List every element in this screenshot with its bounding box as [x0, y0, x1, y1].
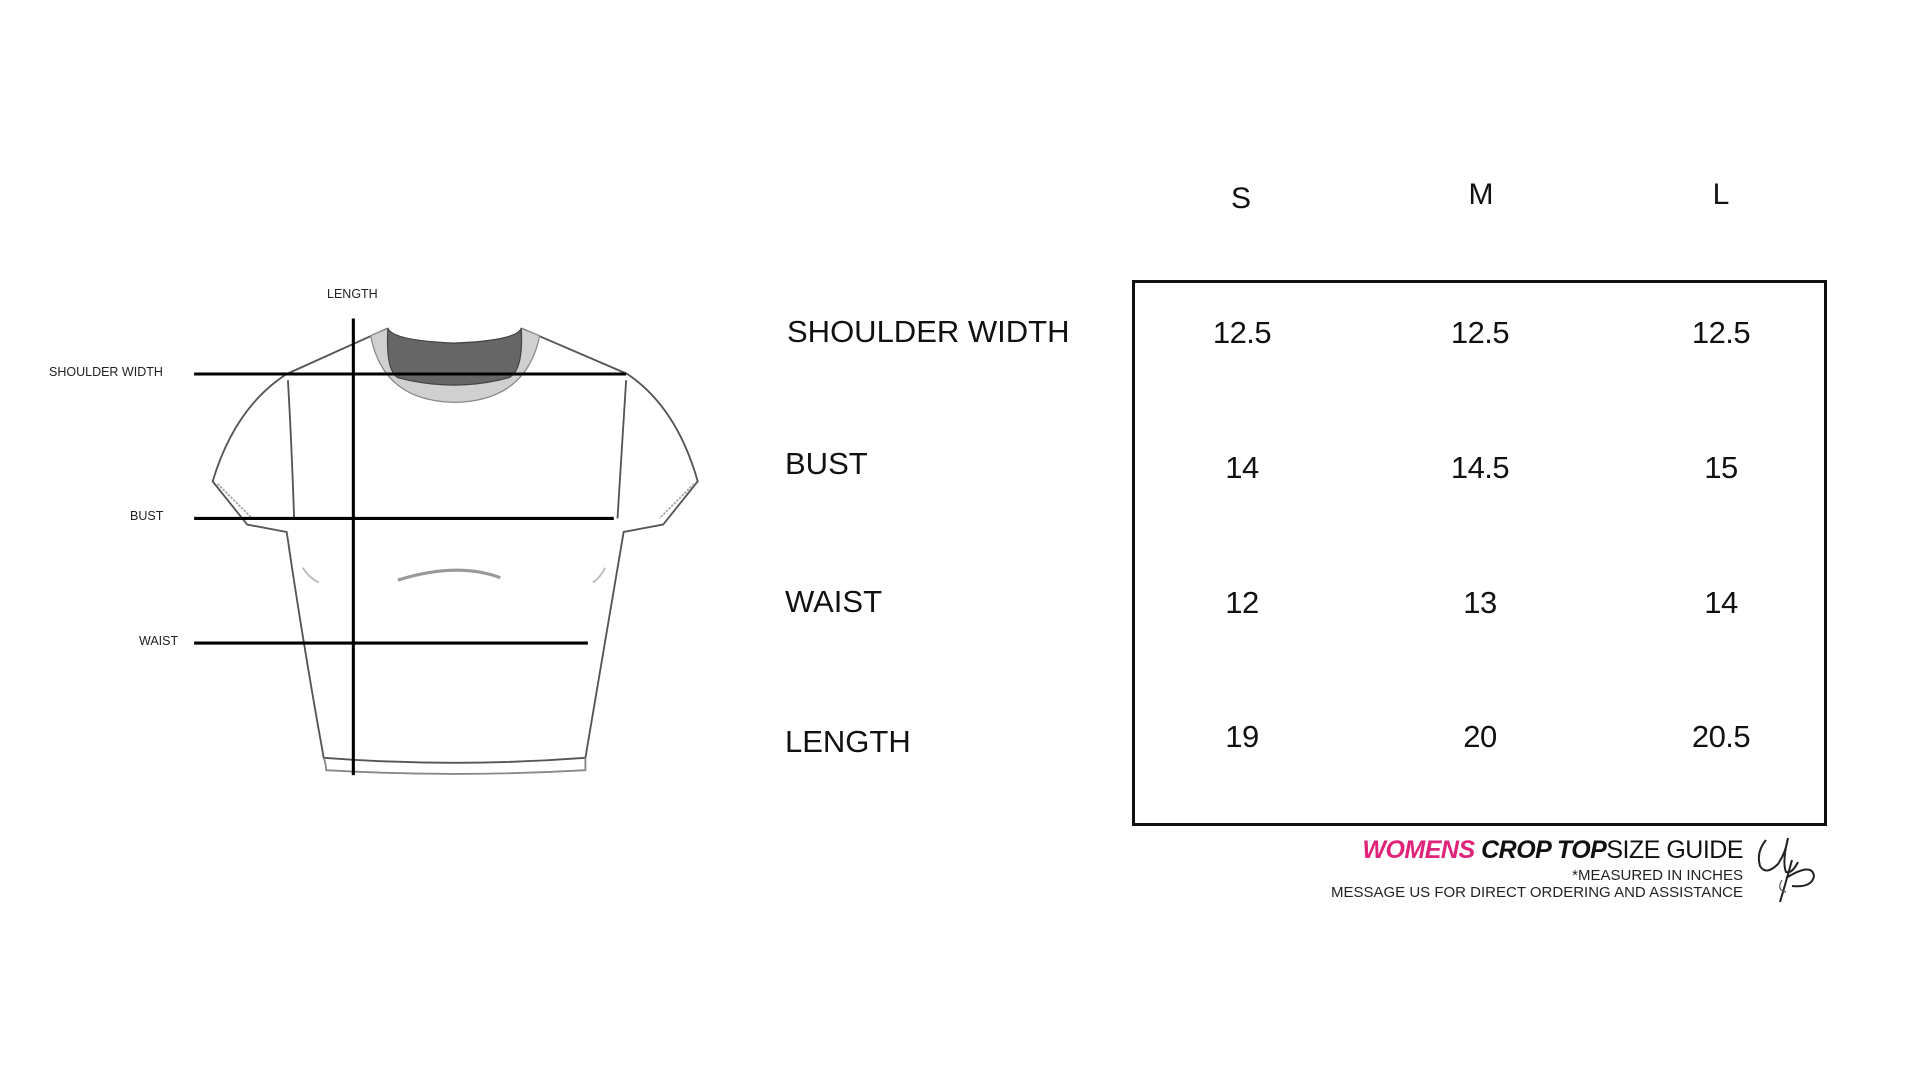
- size-header-m: M: [1468, 178, 1494, 211]
- cell-shoulder-m: 12.5: [1450, 315, 1510, 350]
- row-label-bust: BUST: [785, 446, 868, 481]
- diagram-label-bust: BUST: [130, 509, 164, 523]
- footer-title-size-guide: SIZE GUIDE: [1606, 836, 1743, 864]
- row-label-waist: WAIST: [785, 584, 883, 619]
- cell-length-m: 20: [1463, 719, 1497, 754]
- cell-waist-m: 13: [1463, 585, 1497, 620]
- diagram-label-shoulder-width: SHOULDER WIDTH: [49, 365, 163, 379]
- footer-title-crop-top: CROP TOP: [1481, 836, 1607, 864]
- cell-length-s: 19: [1225, 719, 1259, 754]
- row-label-length: LENGTH: [785, 724, 911, 759]
- shirt-outline: [211, 327, 699, 775]
- cell-waist-s: 12: [1225, 585, 1259, 620]
- size-header-s: S: [1230, 182, 1252, 215]
- size-header-l: L: [1712, 178, 1730, 211]
- cell-bust-l: 15: [1704, 450, 1738, 485]
- footer-title: WOMENS CROP TOPSIZE GUIDE: [1362, 836, 1743, 865]
- cell-shoulder-l: 12.5: [1691, 315, 1751, 350]
- diagram-label-waist: WAIST: [139, 634, 179, 648]
- footer-message: MESSAGE US FOR DIRECT ORDERING AND ASSIS…: [1330, 884, 1743, 901]
- size-table-box: [1132, 280, 1827, 826]
- cell-bust-s: 14: [1225, 450, 1259, 485]
- diagram-label-length: LENGTH: [327, 287, 378, 301]
- cell-shoulder-s: 12.5: [1212, 315, 1272, 350]
- footer-title-womens: WOMENS: [1362, 836, 1475, 864]
- footer-note: *MEASURED IN INCHES: [1572, 867, 1743, 884]
- cell-bust-m: 14.5: [1450, 450, 1510, 485]
- row-label-shoulder-width: SHOULDER WIDTH: [787, 314, 1070, 349]
- cell-waist-l: 14: [1704, 585, 1738, 620]
- neckline: [369, 327, 541, 403]
- up-monogram-logo: [1757, 837, 1816, 903]
- cell-length-l: 20.5: [1691, 719, 1751, 754]
